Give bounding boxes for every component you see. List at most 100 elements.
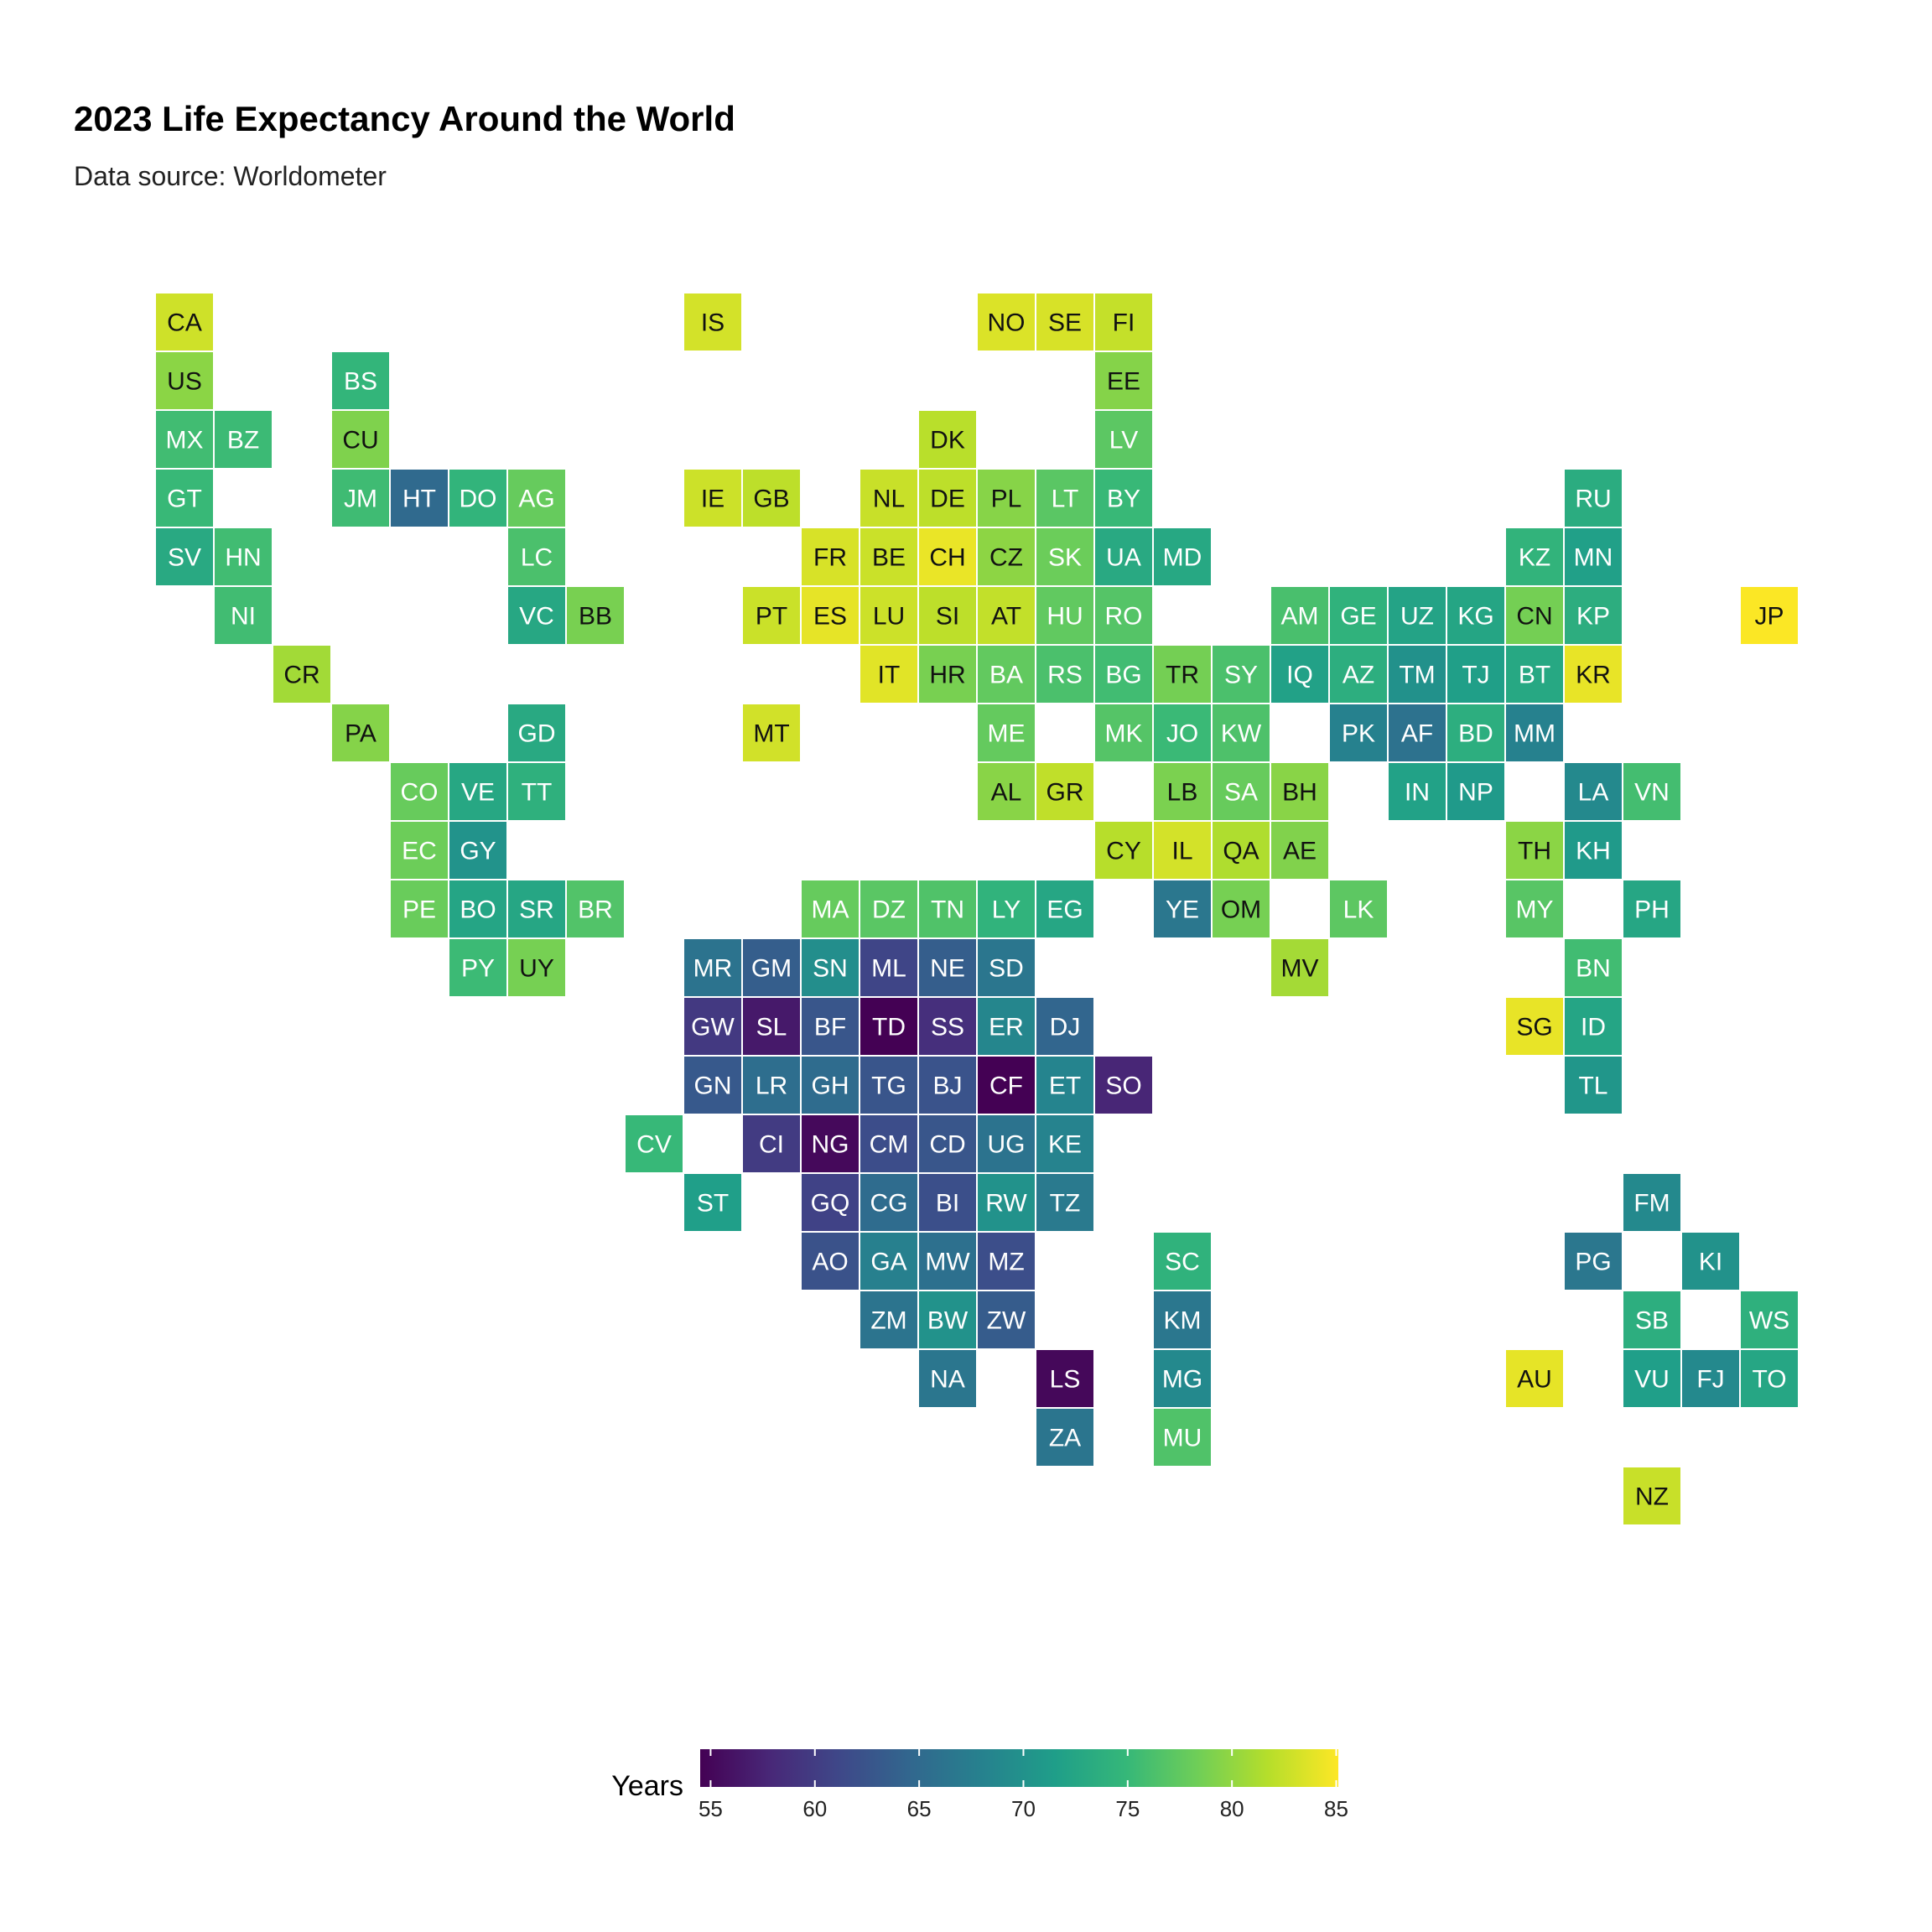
tile-label: BG: [1105, 662, 1141, 689]
tile-rect: [449, 880, 506, 937]
tile-label: LU: [873, 603, 905, 631]
tile-label: UY: [519, 955, 554, 983]
legend-colorbar: [700, 1749, 1338, 1787]
tile-rect: [1741, 1291, 1798, 1348]
tile-rect: [1036, 1350, 1093, 1407]
tile-rect: [860, 528, 917, 585]
country-tile-zw: ZW: [978, 1291, 1035, 1348]
tile-rect: [978, 646, 1035, 703]
tile-rect: [332, 352, 389, 409]
tile-label: OM: [1221, 896, 1261, 924]
tile-rect: [1154, 646, 1211, 703]
tile-label: HT: [402, 486, 436, 513]
tile-label: SC: [1165, 1249, 1200, 1276]
country-tile-ws: WS: [1741, 1291, 1798, 1348]
tile-rect: [1623, 1291, 1680, 1348]
country-tile-sk: SK: [1036, 528, 1093, 585]
tile-label: VC: [519, 603, 554, 631]
legend-tick-label: 60: [802, 1796, 827, 1821]
country-tile-ma: MA: [802, 880, 859, 937]
country-tile-pa: PA: [332, 704, 389, 761]
country-tile-au: AU: [1506, 1350, 1563, 1407]
country-tile-bh: BH: [1271, 763, 1328, 820]
country-tile-lr: LR: [743, 1057, 800, 1114]
tile-label: GA: [870, 1249, 906, 1276]
tile-rect: [1036, 587, 1093, 644]
tile-label: RO: [1105, 603, 1143, 631]
tile-label: GM: [751, 955, 792, 983]
tile-label: IT: [878, 662, 901, 689]
legend-tick-label: 65: [907, 1796, 932, 1821]
tile-label: CD: [929, 1131, 965, 1159]
tile-rect: [1506, 998, 1563, 1055]
tile-rect: [860, 587, 917, 644]
tile-rect: [1271, 939, 1328, 996]
tile-rect: [1095, 411, 1152, 468]
country-tile-om: OM: [1213, 880, 1270, 937]
country-tile-th: TH: [1506, 822, 1563, 879]
tile-label: PY: [461, 955, 495, 983]
tile-label: KI: [1699, 1249, 1722, 1276]
tile-label: VN: [1634, 779, 1670, 807]
country-tile-bs: BS: [332, 352, 389, 409]
country-tile-in: IN: [1389, 763, 1446, 820]
country-tile-ne: NE: [919, 939, 976, 996]
tile-label: HR: [929, 662, 965, 689]
tile-label: AO: [812, 1249, 848, 1276]
legend-tick-label: 75: [1115, 1796, 1140, 1821]
country-tile-tj: TJ: [1447, 646, 1504, 703]
tile-rect: [743, 1057, 800, 1114]
country-tile-ls: LS: [1036, 1350, 1093, 1407]
tile-label: PL: [991, 486, 1022, 513]
country-tile-na: NA: [919, 1350, 976, 1407]
tile-label: SI: [936, 603, 959, 631]
tile-rect: [449, 939, 506, 996]
tile-rect: [1447, 646, 1504, 703]
tile-rect: [1154, 704, 1211, 761]
tile-label: SA: [1224, 779, 1258, 807]
country-tile-pt: PT: [743, 587, 800, 644]
country-tile-kw: KW: [1213, 704, 1270, 761]
tile-rect: [919, 646, 976, 703]
tile-label: PG: [1575, 1249, 1611, 1276]
country-tile-jp: JP: [1741, 587, 1798, 644]
tile-rect: [1154, 1350, 1211, 1407]
country-tile-mz: MZ: [978, 1233, 1035, 1290]
tile-label: TG: [871, 1072, 906, 1100]
tile-rect: [1389, 587, 1446, 644]
tile-rect: [743, 1115, 800, 1172]
country-tile-us: US: [156, 352, 213, 409]
country-tile-af: AF: [1389, 704, 1446, 761]
tile-label: MN: [1574, 544, 1613, 572]
country-tile-hu: HU: [1036, 587, 1093, 644]
tile-rect: [1154, 822, 1211, 879]
tile-rect: [978, 1291, 1035, 1348]
tile-rect: [1154, 763, 1211, 820]
tile-rect: [1330, 587, 1387, 644]
tile-label: PA: [345, 720, 377, 748]
tile-rect: [1506, 587, 1563, 644]
country-tile-is: IS: [684, 293, 741, 351]
country-tile-ao: AO: [802, 1233, 859, 1290]
tile-rect: [1565, 470, 1622, 527]
legend-tick-label: 85: [1324, 1796, 1348, 1821]
tile-label: ET: [1049, 1072, 1081, 1100]
country-tile-st: ST: [684, 1174, 741, 1231]
tile-label: SR: [519, 896, 554, 924]
country-tile-si: SI: [919, 587, 976, 644]
tile-rect: [1565, 939, 1622, 996]
tile-label: PE: [402, 896, 436, 924]
tile-label: MZ: [988, 1249, 1024, 1276]
tile-rect: [919, 1115, 976, 1172]
tile-label: AF: [1401, 720, 1433, 748]
country-tile-bw: BW: [919, 1291, 976, 1348]
tile-rect: [978, 1115, 1035, 1172]
tile-label: LC: [521, 544, 553, 572]
tile-label: GT: [167, 486, 202, 513]
country-tile-td: TD: [860, 998, 917, 1055]
tile-label: LT: [1052, 486, 1079, 513]
tile-rect: [1506, 704, 1563, 761]
tile-rect: [802, 1057, 859, 1114]
country-tile-lk: LK: [1330, 880, 1387, 937]
